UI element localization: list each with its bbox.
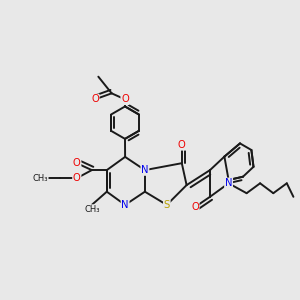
Text: O: O [191,202,199,212]
Text: O: O [178,140,186,150]
Text: S: S [164,200,170,210]
Text: O: O [73,158,81,168]
Text: N: N [225,178,232,188]
Text: CH₃: CH₃ [32,174,48,183]
Text: O: O [91,94,99,104]
Text: O: O [73,173,81,183]
Text: N: N [121,200,129,210]
Text: O: O [121,94,129,104]
Text: CH₃: CH₃ [84,205,100,214]
Text: N: N [141,165,149,175]
